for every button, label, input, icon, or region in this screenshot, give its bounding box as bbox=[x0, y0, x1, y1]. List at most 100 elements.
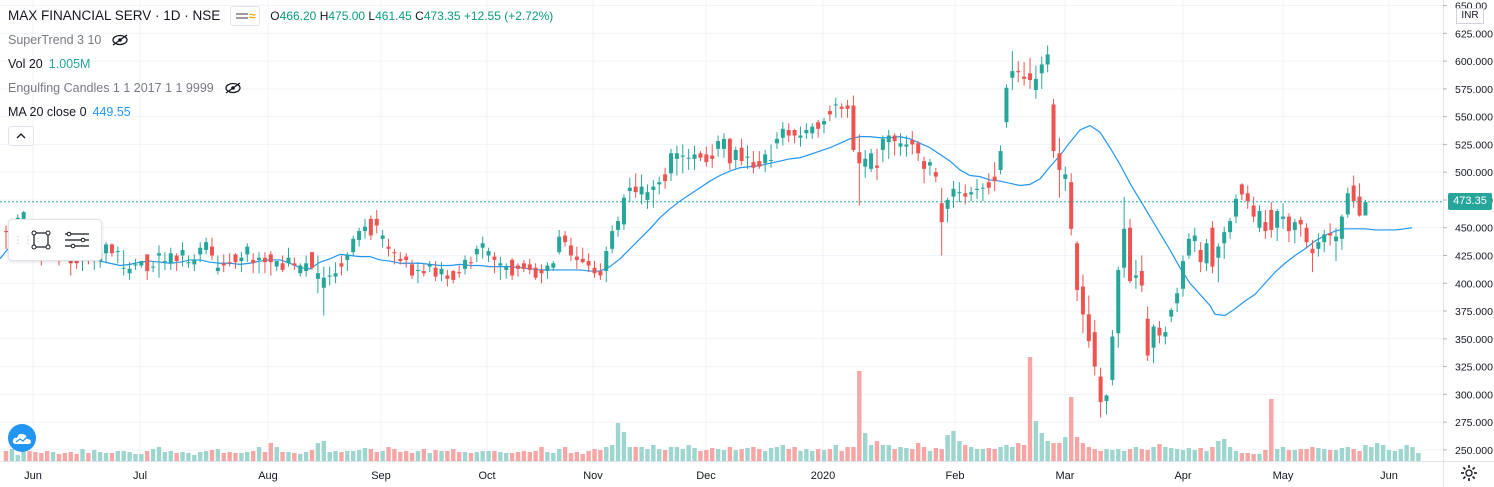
candle-body bbox=[1316, 242, 1321, 249]
volume-bar bbox=[680, 449, 685, 461]
volume-bar bbox=[1210, 447, 1215, 461]
tradingview-logo[interactable] bbox=[8, 424, 36, 452]
gear-icon[interactable] bbox=[1460, 464, 1478, 482]
candle bbox=[1063, 166, 1068, 192]
candle bbox=[1363, 199, 1368, 216]
volume-bar bbox=[309, 450, 315, 461]
candle bbox=[763, 149, 768, 173]
candle bbox=[186, 255, 191, 268]
candle-body bbox=[1357, 196, 1362, 216]
candle-body bbox=[109, 244, 114, 254]
indicator-engulfing[interactable]: Engulfing Candles 1 1 2017 1 1 9999 bbox=[8, 76, 553, 100]
volume-bar bbox=[715, 449, 721, 461]
volume-bar bbox=[1333, 450, 1339, 461]
candle-body bbox=[362, 226, 367, 232]
candle-body bbox=[1186, 238, 1191, 256]
eye-crossed-icon[interactable] bbox=[111, 34, 129, 46]
candle-body bbox=[1363, 202, 1368, 216]
candle-body bbox=[351, 238, 356, 253]
volume-bar bbox=[945, 435, 950, 461]
candle-body bbox=[1351, 185, 1356, 202]
candle-body bbox=[568, 245, 573, 256]
wave-icon: ≈ bbox=[249, 9, 256, 23]
candle-body bbox=[1128, 227, 1133, 282]
candle bbox=[669, 148, 674, 182]
volume-bar bbox=[186, 453, 191, 461]
candle bbox=[1010, 51, 1015, 90]
candle bbox=[180, 242, 185, 267]
volume-bar bbox=[468, 453, 474, 461]
volume-bar bbox=[221, 453, 226, 461]
price-tick-label: 500.000 bbox=[1455, 167, 1493, 179]
volume-bar bbox=[286, 452, 291, 461]
volume-bar bbox=[174, 453, 179, 461]
candle-body bbox=[574, 256, 579, 260]
candle-body bbox=[833, 104, 838, 106]
candle-body bbox=[357, 231, 362, 240]
compare-button[interactable]: ≈ bbox=[230, 6, 261, 26]
symbol-title[interactable]: MAX FINANCIAL SERV · 1D · NSE bbox=[8, 8, 221, 23]
candle bbox=[274, 261, 279, 272]
volume-bar bbox=[774, 447, 780, 461]
candle bbox=[421, 264, 426, 277]
candle-body bbox=[922, 161, 927, 169]
volume-bar bbox=[1316, 448, 1321, 461]
candle bbox=[786, 123, 791, 143]
indicator-supertrend[interactable]: SuperTrend 3 10 bbox=[8, 28, 553, 52]
candle-body bbox=[975, 188, 980, 190]
lines-tool-button[interactable] bbox=[59, 222, 95, 258]
candle-body bbox=[215, 267, 220, 272]
volume-bar bbox=[1327, 450, 1333, 461]
candle bbox=[227, 253, 232, 267]
candle-body bbox=[168, 253, 173, 264]
volume-bar bbox=[1010, 447, 1015, 461]
candle bbox=[304, 255, 309, 277]
candle-body bbox=[74, 259, 79, 264]
time-tick-label: Jul bbox=[133, 470, 147, 482]
time-tick-label: Oct bbox=[478, 470, 495, 482]
volume-bar bbox=[968, 447, 974, 461]
candle bbox=[492, 252, 497, 274]
volume-bar bbox=[121, 451, 126, 461]
rectangle-tool-button[interactable] bbox=[23, 222, 59, 258]
volume-bar bbox=[892, 449, 897, 461]
candle-body bbox=[1275, 211, 1280, 228]
volume-bar bbox=[127, 452, 132, 461]
volume-bar bbox=[1039, 433, 1044, 461]
volume-bar bbox=[97, 452, 103, 461]
collapse-legend-button[interactable] bbox=[8, 126, 34, 146]
candle bbox=[215, 255, 220, 275]
candle-body bbox=[963, 193, 968, 197]
drag-handle-icon[interactable]: ⋮⋮ bbox=[13, 234, 33, 246]
volume-bar bbox=[521, 451, 527, 461]
volume-bar bbox=[103, 453, 109, 461]
candle-body bbox=[1039, 64, 1044, 74]
volume-bar bbox=[1027, 357, 1033, 461]
indicator-volume[interactable]: Vol 20 1.005M bbox=[8, 52, 553, 76]
candle-body bbox=[839, 106, 844, 109]
candle bbox=[1310, 239, 1315, 273]
volume-bar bbox=[1057, 443, 1062, 461]
candle-body bbox=[1292, 222, 1297, 230]
volume-bar bbox=[1233, 451, 1239, 461]
volume-bar bbox=[27, 451, 32, 461]
eye-crossed-icon[interactable] bbox=[224, 82, 242, 94]
candle-body bbox=[1286, 216, 1291, 232]
candle-body bbox=[704, 154, 709, 163]
volume-bar bbox=[1169, 448, 1174, 461]
volume-bar bbox=[998, 447, 1003, 461]
candle-body bbox=[345, 254, 350, 260]
candle bbox=[904, 135, 909, 157]
candle bbox=[975, 178, 980, 199]
indicator-ma[interactable]: MA 20 close 0 449.55 bbox=[8, 100, 553, 124]
candle bbox=[1157, 321, 1162, 344]
volume-bar bbox=[380, 451, 385, 461]
volume-bar bbox=[474, 452, 479, 461]
candle bbox=[504, 263, 509, 279]
currency-label[interactable]: INR bbox=[1456, 8, 1484, 24]
time-tick-label: Jun bbox=[1380, 470, 1398, 482]
candle bbox=[1086, 295, 1091, 348]
candle-body bbox=[857, 152, 862, 164]
candle-body bbox=[151, 266, 156, 268]
